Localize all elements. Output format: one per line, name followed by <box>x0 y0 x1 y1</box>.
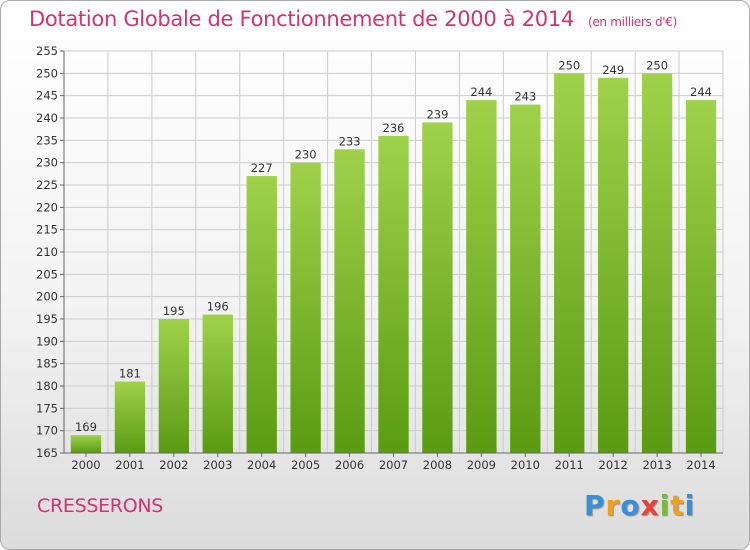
bar <box>114 381 146 453</box>
y-tick-label: 255 <box>36 44 58 58</box>
x-tick-label: 2008 <box>423 458 452 472</box>
logo-letter: r <box>605 489 621 522</box>
bar-value-label: 233 <box>339 134 361 148</box>
bar-value-label: 244 <box>690 85 712 99</box>
proxiti-logo[interactable]: Proxiti <box>584 489 695 522</box>
x-tick-label: 2001 <box>115 458 144 472</box>
x-tick-label: 2000 <box>71 458 100 472</box>
bar <box>685 100 717 453</box>
y-tick-label: 175 <box>36 401 58 415</box>
logo-letter: o <box>620 489 641 522</box>
bar-value-label: 169 <box>75 420 97 434</box>
bar <box>641 73 673 453</box>
y-tick-label: 170 <box>36 424 58 438</box>
bar <box>290 162 321 453</box>
logo-letter: t <box>670 489 685 522</box>
x-tick-label: 2004 <box>247 458 276 472</box>
chart-title-text: Dotation Globale de Fonctionnement de 20… <box>29 7 574 31</box>
bar <box>466 100 497 453</box>
bar-value-label: 227 <box>251 161 273 175</box>
bar-value-label: 181 <box>119 367 141 381</box>
bar-value-label: 230 <box>295 148 317 162</box>
x-tick-label: 2006 <box>335 458 364 472</box>
y-tick-label: 200 <box>36 290 58 304</box>
bar <box>554 73 585 453</box>
y-tick-label: 240 <box>36 111 58 125</box>
bar <box>202 314 233 453</box>
y-tick-label: 215 <box>36 223 58 237</box>
bar-value-label: 249 <box>602 63 624 77</box>
y-tick-label: 165 <box>36 446 58 460</box>
bar <box>246 176 277 454</box>
bar-value-label: 196 <box>207 300 229 314</box>
y-tick-label: 190 <box>36 334 58 348</box>
bar <box>510 104 541 453</box>
y-tick-label: 230 <box>36 156 58 170</box>
y-tick-label: 185 <box>36 357 58 371</box>
x-tick-label: 2011 <box>555 458 584 472</box>
y-tick-label: 245 <box>36 89 58 103</box>
bar-value-label: 239 <box>426 107 448 121</box>
y-tick-label: 235 <box>36 133 58 147</box>
y-tick-label: 225 <box>36 178 58 192</box>
bar <box>422 122 453 453</box>
axes: 165 170 175 180 185 190 195 200 205 210 215 220 225 2… <box>36 44 723 472</box>
chart-title: Dotation Globale de Fonctionnement de 20… <box>29 7 677 31</box>
x-tick-label: 2003 <box>203 458 232 472</box>
bar-value-label: 244 <box>470 85 492 99</box>
bar <box>598 77 629 454</box>
x-tick-label: 2014 <box>686 458 715 472</box>
x-tick-label: 2002 <box>159 458 188 472</box>
x-tick-label: 2013 <box>642 458 671 472</box>
bar <box>334 149 365 453</box>
bar-value-label: 195 <box>163 304 185 318</box>
bar-value-label: 236 <box>383 121 405 135</box>
x-tick-label: 2005 <box>291 458 320 472</box>
y-tick-label: 220 <box>36 200 58 214</box>
logo-letter: P <box>584 489 606 522</box>
bars: 169 181 195 196 227 230 233 236 239 244 243 250 249 2… <box>70 58 717 454</box>
commune-name: CRESSERONS <box>37 495 164 517</box>
y-tick-label: 250 <box>36 66 58 80</box>
bar <box>70 435 102 453</box>
x-tick-label: 2010 <box>511 458 540 472</box>
x-tick-label: 2007 <box>379 458 408 472</box>
bar-value-label: 250 <box>646 58 668 72</box>
x-tick-label: 2009 <box>467 458 496 472</box>
y-tick-label: 210 <box>36 245 58 259</box>
x-tick-label: 2012 <box>599 458 628 472</box>
bar <box>378 135 409 453</box>
y-tick-label: 195 <box>36 312 58 326</box>
unit-label: (en milliers d'€) <box>587 15 677 29</box>
logo-letter: x <box>640 489 660 522</box>
logo-letter: i <box>684 489 696 522</box>
bar <box>158 319 189 453</box>
y-tick-label: 205 <box>36 267 58 281</box>
bar-value-label: 250 <box>558 58 580 72</box>
bar-value-label: 243 <box>514 90 536 104</box>
logo-letter: i <box>659 489 671 522</box>
y-tick-label: 180 <box>36 379 58 393</box>
